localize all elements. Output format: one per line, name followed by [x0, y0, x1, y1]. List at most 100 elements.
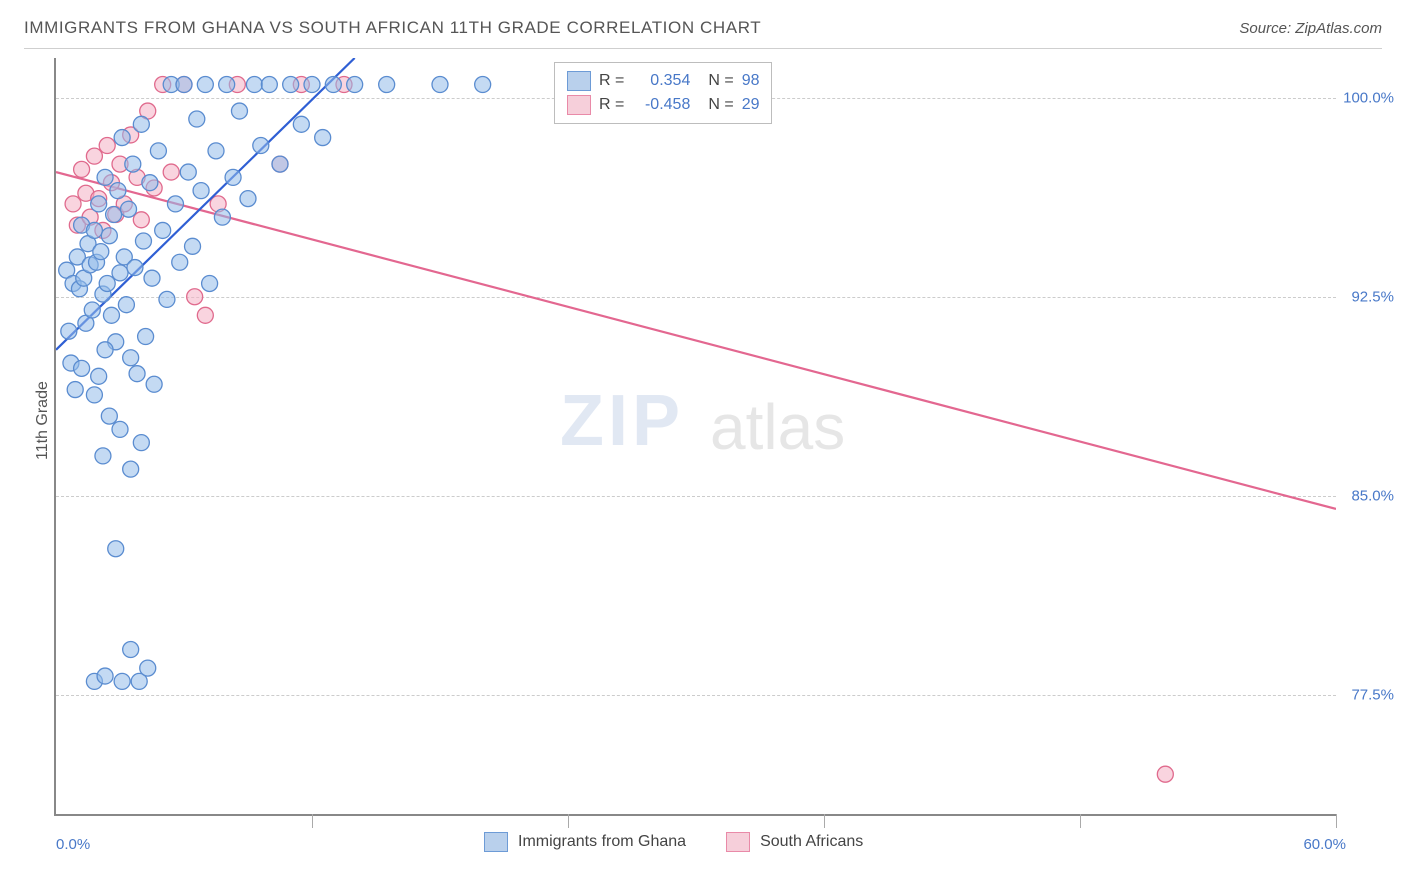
chart-title: IMMIGRANTS FROM GHANA VS SOUTH AFRICAN 1… — [24, 18, 761, 38]
south-africans-point — [197, 307, 213, 323]
ghana-point — [123, 461, 139, 477]
ghana-point — [140, 660, 156, 676]
x-tick-mark — [312, 814, 313, 828]
ghana-point — [167, 196, 183, 212]
watermark-atlas: atlas — [710, 390, 845, 464]
ghana-point — [67, 382, 83, 398]
ghana-point — [129, 366, 145, 382]
ghana-point — [97, 169, 113, 185]
ghana-point — [189, 111, 205, 127]
x-tick-mark — [1336, 814, 1337, 828]
source-name: ZipAtlas.com — [1295, 20, 1382, 37]
ghana-point — [272, 156, 288, 172]
ghana-point — [180, 164, 196, 180]
ghana-point — [133, 435, 149, 451]
ghana-point — [214, 209, 230, 225]
ghana-point — [97, 342, 113, 358]
legend-r-label: R = — [599, 72, 624, 90]
ghana-point — [219, 77, 235, 93]
south-africans-point — [163, 164, 179, 180]
plot-svg — [56, 58, 1336, 814]
ghana-point — [246, 77, 262, 93]
ghana-point — [283, 77, 299, 93]
ghana-point — [93, 244, 109, 260]
ghana-point — [325, 77, 341, 93]
ghana-point — [61, 323, 77, 339]
ghana-point — [101, 228, 117, 244]
ghana-point — [123, 350, 139, 366]
ghana-point — [240, 191, 256, 207]
ghana-point — [155, 222, 171, 238]
ghana-point — [121, 201, 137, 217]
y-tick-label: 100.0% — [1343, 89, 1394, 106]
legend-n-label: N = — [708, 72, 733, 90]
ghana-point — [159, 291, 175, 307]
ghana-point — [347, 77, 363, 93]
ghana-point — [176, 77, 192, 93]
ghana-point — [150, 143, 166, 159]
ghana-point — [261, 77, 277, 93]
ghana-point — [108, 541, 124, 557]
x-tick-mark — [1080, 814, 1081, 828]
ghana-point — [125, 156, 141, 172]
series-legend-label: Immigrants from Ghana — [518, 833, 686, 851]
ghana-point — [123, 642, 139, 658]
ghana-point — [99, 275, 115, 291]
ghana-point — [146, 376, 162, 392]
south-africans-trendline — [56, 172, 1336, 509]
legend-r-value: 0.354 — [632, 72, 690, 90]
legend-r-label: R = — [599, 96, 624, 114]
source-label: Source: ZipAtlas.com — [1239, 20, 1382, 37]
ghana-point — [118, 297, 134, 313]
legend-n-label: N = — [708, 96, 733, 114]
scatter-plot: 77.5%85.0%92.5%100.0%0.0%60.0% — [54, 58, 1336, 816]
x-tick-mark — [824, 814, 825, 828]
x-start-label: 0.0% — [56, 836, 90, 853]
ghana-point — [172, 254, 188, 270]
ghana-point — [315, 130, 331, 146]
y-axis-label: 11th Grade — [34, 381, 52, 460]
ghana-point — [202, 275, 218, 291]
ghana-point — [185, 238, 201, 254]
ghana-point — [133, 116, 149, 132]
south-africans-point — [187, 289, 203, 305]
ghana-point — [114, 130, 130, 146]
legend-swatch — [726, 832, 750, 852]
ghana-point — [101, 408, 117, 424]
ghana-point — [114, 673, 130, 689]
source-prefix: Source: — [1239, 20, 1295, 37]
ghana-point — [84, 302, 100, 318]
y-tick-label: 85.0% — [1351, 487, 1394, 504]
ghana-point — [112, 421, 128, 437]
ghana-point — [197, 77, 213, 93]
south-africans-point — [1157, 766, 1173, 782]
ghana-point — [97, 668, 113, 684]
legend-row: R =-0.458N =29 — [567, 93, 759, 117]
ghana-point — [127, 260, 143, 276]
series-legend-item: South Africans — [726, 832, 863, 852]
ghana-point — [135, 233, 151, 249]
series-legend: Immigrants from Ghana South Africans — [484, 832, 863, 852]
series-legend-label: South Africans — [760, 833, 863, 851]
series-legend-item: Immigrants from Ghana — [484, 832, 686, 852]
legend-swatch — [484, 832, 508, 852]
ghana-point — [304, 77, 320, 93]
ghana-point — [74, 360, 90, 376]
ghana-point — [95, 448, 111, 464]
y-tick-label: 92.5% — [1351, 288, 1394, 305]
ghana-point — [86, 222, 102, 238]
ghana-point — [253, 138, 269, 154]
ghana-point — [103, 307, 119, 323]
y-tick-label: 77.5% — [1351, 686, 1394, 703]
legend-n-value: 29 — [742, 96, 760, 114]
ghana-point — [86, 387, 102, 403]
legend-swatch — [567, 71, 591, 91]
ghana-point — [432, 77, 448, 93]
ghana-point — [293, 116, 309, 132]
correlation-legend: R =0.354N =98R =-0.458N =29 — [554, 62, 772, 124]
south-africans-point — [65, 196, 81, 212]
ghana-point — [193, 183, 209, 199]
legend-swatch — [567, 95, 591, 115]
south-africans-point — [74, 161, 90, 177]
watermark-zip: ZIP — [560, 380, 684, 462]
